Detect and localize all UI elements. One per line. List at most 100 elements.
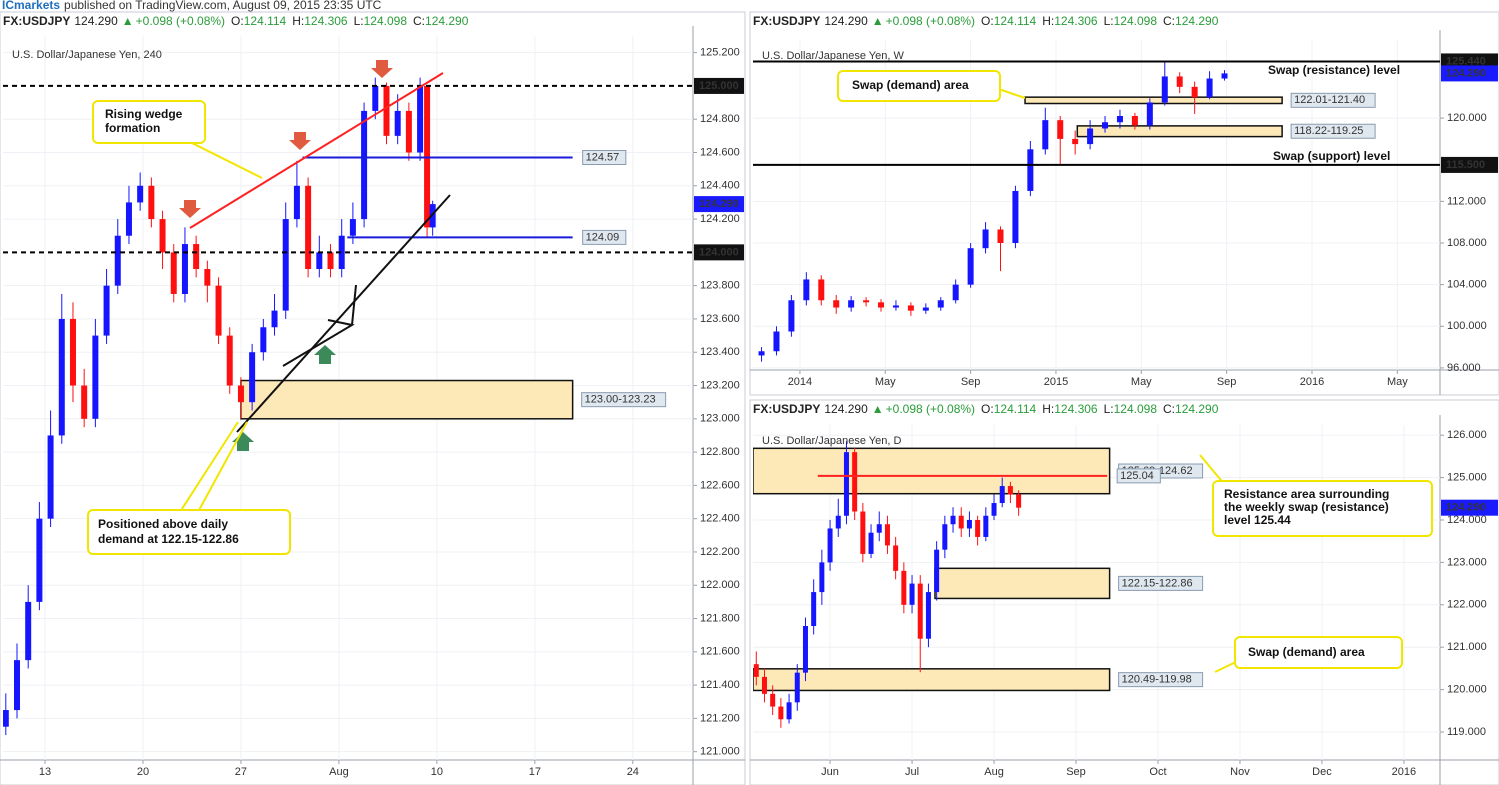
ohlc-key: O:	[981, 402, 994, 416]
last-price-box	[694, 196, 744, 213]
callout-box	[1212, 480, 1433, 537]
candle-body	[852, 452, 858, 512]
candle-body	[282, 219, 289, 311]
x-tick-label: Aug	[329, 766, 349, 778]
y-tick-label: 96.000	[1447, 362, 1481, 374]
last: 124.290	[74, 14, 118, 28]
candle-body	[878, 302, 885, 308]
change: +0.098 (+0.08%)	[886, 14, 975, 28]
ohlc-key: H:	[1042, 402, 1054, 416]
candle-body	[137, 185, 144, 203]
ohlc-key: O:	[981, 14, 994, 28]
candle-body	[922, 307, 929, 311]
candle-body	[819, 562, 825, 593]
zone-label: 120.49-119.98	[1122, 674, 1192, 686]
last-price-box	[1441, 499, 1498, 516]
candle-body	[25, 601, 32, 661]
y-tick-label: 119.000	[1447, 726, 1486, 738]
candle-body	[770, 693, 776, 707]
level-label-box	[582, 229, 627, 245]
x-tick-label: Jun	[821, 766, 839, 778]
candle-body	[226, 335, 233, 386]
candle-body	[950, 515, 956, 525]
candle-body	[802, 626, 808, 673]
candle-body	[942, 524, 948, 550]
y-tick-label: 124.400	[700, 180, 740, 192]
trend-line	[236, 194, 451, 433]
last-price-label: 124.290	[699, 198, 739, 210]
candle-body	[818, 279, 825, 301]
x-tick-label: Dec	[1312, 766, 1332, 778]
arrow-line	[351, 284, 357, 326]
candle-body	[835, 515, 841, 529]
level-axis-label: 125.000	[699, 80, 739, 92]
candle-body	[237, 385, 244, 403]
panel-frame	[749, 399, 1499, 785]
candle-body	[69, 318, 76, 386]
candle-body	[827, 528, 833, 563]
candle-body	[934, 549, 940, 593]
up-arrows	[232, 345, 336, 451]
y-tick-label: 121.000	[1447, 641, 1487, 653]
callout-text: level 125.44	[1224, 513, 1291, 527]
candle-body	[1131, 115, 1138, 126]
x-tick-label: Jul	[905, 766, 919, 778]
callout-text: Rising wedge	[105, 107, 183, 121]
header: FX:USDJPY 124.290 ▲ +0.098 (+0.08%) O:124.11…	[753, 14, 1219, 28]
y-tick-label: 123.800	[700, 280, 740, 292]
x-tick-label: 2015	[1044, 376, 1068, 388]
candle-body	[1016, 494, 1022, 508]
chart-title: U.S. Dollar/Japanese Yen, 240	[12, 49, 162, 61]
chart-panel: FX:USDJPY 124.290 ▲ +0.098 (+0.08%) O:124.11…	[0, 11, 746, 785]
candle-body	[103, 285, 110, 336]
candle-body	[1072, 138, 1079, 145]
zone-label-box	[1290, 123, 1376, 139]
candle-body	[761, 676, 767, 694]
x-tick-label: Sep	[1066, 766, 1086, 778]
y-tick-label: 122.000	[700, 579, 740, 591]
y-tick-label: 123.000	[1447, 556, 1487, 568]
zone	[240, 379, 574, 420]
header: FX:USDJPY 124.290 ▲ +0.098 (+0.08%) O:124.11…	[3, 14, 469, 28]
callout-text: Resistance area surrounding	[1224, 487, 1389, 501]
ohlc-key: L:	[1104, 402, 1114, 416]
candle-body	[773, 331, 780, 352]
candle-body	[892, 305, 899, 308]
ohlc-value: 124.114	[244, 14, 287, 28]
candle-body	[975, 519, 981, 537]
last-price-box	[1441, 65, 1498, 82]
down-arrow	[179, 200, 201, 218]
candle-body	[967, 248, 974, 285]
x-tick-label: May	[1387, 376, 1408, 388]
candle-body	[1206, 78, 1213, 98]
candle-body	[1221, 73, 1228, 79]
candle-body	[36, 518, 43, 602]
level-label-box	[582, 149, 627, 165]
candle-body	[997, 229, 1004, 243]
callout-box	[1234, 636, 1403, 669]
chart-title: U.S. Dollar/Japanese Yen, W	[762, 50, 904, 62]
candle-body	[917, 583, 923, 639]
candle-body	[833, 300, 840, 308]
level-label: 125.04	[1120, 470, 1154, 482]
candle-body	[868, 532, 874, 554]
zone	[1024, 96, 1283, 105]
publisher[interactable]: ICmarkets	[2, 0, 60, 12]
callout-pointer	[197, 421, 248, 513]
callout-text: the weekly swap (resistance)	[1224, 500, 1389, 514]
ohlc-value: 124.290	[1175, 14, 1219, 28]
y-tick-label: 123.200	[700, 379, 740, 391]
ohlc-key: L:	[354, 14, 364, 28]
zone-label-box	[1290, 92, 1376, 108]
candle-body	[92, 335, 99, 419]
candle-body	[181, 244, 188, 294]
symbol: FX:USDJPY	[753, 14, 820, 28]
x-tick-label: 27	[235, 766, 247, 778]
candle-body	[848, 300, 855, 308]
x-tick-label: 2016	[1392, 766, 1416, 778]
y-tick-label: 124.600	[700, 146, 740, 158]
ohlc-value: 124.098	[1114, 402, 1158, 416]
x-tick-label: 10	[431, 766, 443, 778]
zone	[1076, 125, 1283, 138]
